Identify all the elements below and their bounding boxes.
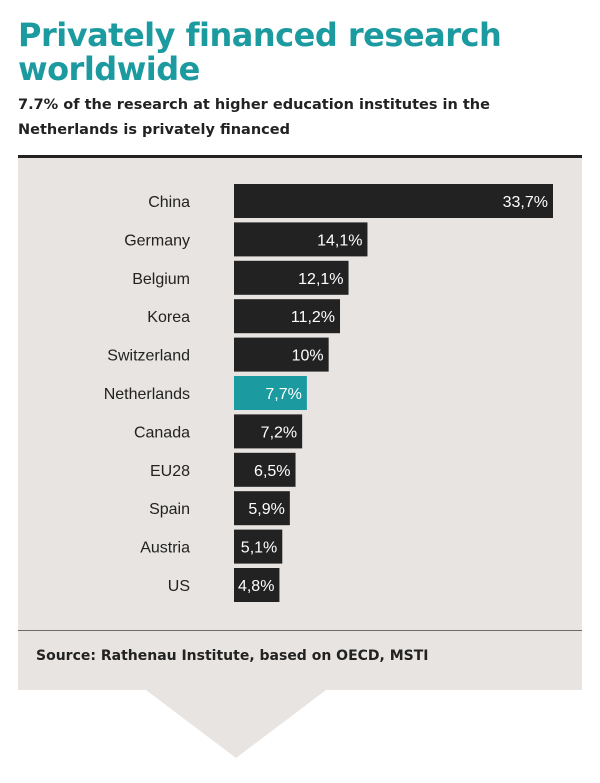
bar-belgium	[234, 260, 349, 295]
bar-netherlands	[234, 376, 307, 410]
category-label-canada: Canada	[134, 424, 190, 441]
bar-germany	[234, 222, 368, 257]
category-label-us: US	[168, 578, 190, 595]
value-label-netherlands: 7,7%	[265, 386, 301, 403]
value-label-canada: 7,2%	[261, 424, 297, 441]
bar-spain	[234, 491, 290, 526]
bar-us	[234, 568, 280, 602]
chart-panel: China 33,7% Germany 14,1% Belgium 12,1% Korea 1…	[18, 155, 582, 690]
source-note: Source: Rathenau Institute, based on OEC…	[36, 648, 429, 664]
value-label-switzerland: 10%	[292, 348, 324, 365]
chart-subtitle: 7.7% of the research at higher education…	[18, 97, 490, 138]
value-label-us: 4,8%	[238, 578, 274, 595]
value-label-spain: 5,9%	[248, 501, 284, 518]
bar-eu28	[234, 452, 296, 487]
category-label-belgium: Belgium	[132, 271, 190, 288]
bar-korea	[234, 299, 341, 334]
category-label-korea: Korea	[147, 309, 190, 326]
value-label-china: 33,7%	[503, 194, 548, 211]
category-label-germany: Germany	[124, 232, 190, 249]
chart-title: Privately financed research worldwide	[18, 16, 502, 88]
bar-switzerland	[234, 337, 329, 372]
category-label-switzerland: Switzerland	[107, 348, 190, 365]
value-label-belgium: 12,1%	[298, 271, 343, 288]
value-label-germany: 14,1%	[317, 232, 362, 249]
bar-chart: China 33,7% Germany 14,1% Belgium 12,1% Korea 1…	[104, 184, 553, 602]
category-label-netherlands: Netherlands	[104, 386, 190, 403]
bar-austria	[234, 529, 283, 564]
category-label-austria: Austria	[140, 540, 190, 557]
source-divider	[18, 630, 582, 631]
category-label-eu28: EU28	[150, 463, 190, 480]
category-label-spain: Spain	[149, 501, 190, 518]
category-label-china: China	[148, 194, 190, 211]
bar-china	[234, 184, 553, 218]
bar-canada	[234, 414, 303, 449]
value-label-austria: 5,1%	[241, 540, 277, 557]
panel-pointer	[146, 690, 326, 758]
value-label-korea: 11,2%	[291, 309, 335, 326]
value-label-eu28: 6,5%	[254, 463, 290, 480]
